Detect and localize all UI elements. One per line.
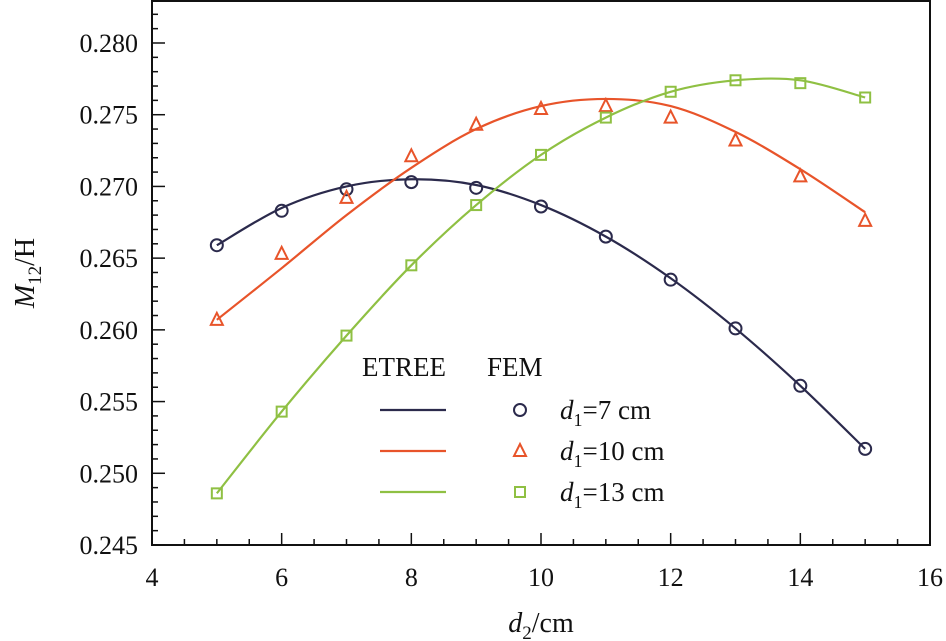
circle-marker bbox=[728, 321, 743, 336]
x-tick-label: 10 bbox=[528, 563, 554, 592]
circle-marker bbox=[209, 238, 224, 253]
circle-marker bbox=[339, 182, 354, 197]
triangle-marker bbox=[792, 167, 808, 183]
square-marker bbox=[405, 259, 418, 272]
triangle-marker bbox=[598, 96, 614, 113]
square-marker bbox=[275, 405, 288, 418]
square-marker bbox=[664, 85, 677, 98]
y-tick-label: 0.280 bbox=[80, 29, 139, 58]
legend-label: d1=13 cm bbox=[560, 477, 664, 512]
legend-header-fem: FEM bbox=[487, 352, 543, 382]
y-tick-label: 0.250 bbox=[80, 459, 139, 488]
etree-curve bbox=[216, 178, 866, 450]
square-marker bbox=[514, 486, 526, 498]
square-marker bbox=[470, 199, 483, 212]
circle-marker bbox=[663, 272, 678, 287]
circle-marker bbox=[274, 203, 289, 218]
legend: ETREE FEM d1=7 cm d1=10 cm d1=13 cm bbox=[362, 352, 664, 512]
square-marker bbox=[859, 91, 872, 104]
square-marker bbox=[729, 74, 742, 87]
y-tick-label: 0.245 bbox=[80, 531, 139, 560]
square-marker bbox=[210, 487, 223, 500]
triangle-marker bbox=[338, 188, 355, 204]
triangle-marker bbox=[209, 310, 225, 326]
y-tick-label: 0.255 bbox=[80, 388, 139, 417]
triangle-marker bbox=[403, 147, 419, 163]
x-tick-label: 6 bbox=[275, 563, 288, 592]
triangle-marker bbox=[512, 441, 528, 457]
square-marker bbox=[794, 77, 807, 90]
x-tick-label: 12 bbox=[658, 563, 684, 592]
square-marker bbox=[535, 148, 547, 161]
x-axis: 4 6 8 10 12 14 16 bbox=[146, 533, 943, 592]
legend-label: d1=7 cm bbox=[560, 395, 651, 430]
etree-curve bbox=[215, 77, 866, 495]
circle-marker bbox=[469, 180, 484, 195]
y-tick-label: 0.270 bbox=[80, 172, 139, 201]
legend-header-etree: ETREE bbox=[362, 352, 446, 382]
circle-marker bbox=[513, 403, 527, 417]
square-marker bbox=[599, 111, 612, 124]
circle-marker bbox=[793, 378, 808, 393]
triangle-marker bbox=[468, 115, 484, 131]
legend-label: d1=10 cm bbox=[560, 436, 664, 471]
triangle-marker bbox=[533, 99, 549, 115]
y-axis-title: M12/H bbox=[10, 238, 46, 309]
circle-marker bbox=[534, 199, 548, 214]
square-marker bbox=[340, 329, 353, 342]
triangle-marker bbox=[663, 108, 679, 124]
x-tick-label: 4 bbox=[146, 563, 159, 592]
y-tick-label: 0.275 bbox=[80, 101, 139, 130]
triangle-marker bbox=[857, 211, 873, 227]
x-tick-label: 16 bbox=[917, 563, 943, 592]
triangle-marker bbox=[727, 131, 744, 147]
y-tick-label: 0.260 bbox=[80, 316, 139, 345]
circle-marker bbox=[598, 229, 613, 244]
fem-markers bbox=[209, 74, 873, 500]
y-tick-label: 0.265 bbox=[80, 244, 139, 273]
etree-curve bbox=[216, 97, 866, 321]
x-tick-label: 14 bbox=[787, 563, 813, 592]
circle-marker bbox=[404, 175, 419, 190]
triangle-marker bbox=[274, 244, 290, 260]
etree-curves bbox=[215, 77, 866, 495]
circle-marker bbox=[858, 441, 873, 456]
y-axis: 0.245 0.250 0.255 0.260 0.265 0.270 0.275 0.280 bbox=[80, 0, 165, 560]
x-axis-title: d2/cm bbox=[508, 608, 574, 641]
x-tick-label: 8 bbox=[405, 563, 418, 592]
